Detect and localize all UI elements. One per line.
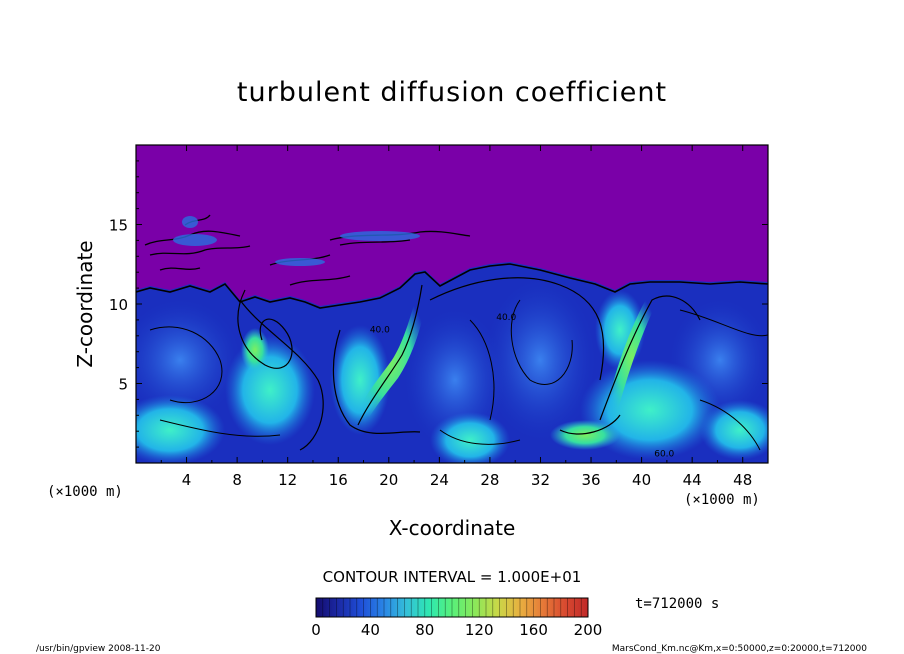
plume [136, 395, 225, 463]
plume [225, 335, 315, 445]
upper-filaments-fill [173, 216, 420, 266]
colorbar-tick-label: 120 [465, 621, 494, 639]
contour-label: 60.0 [654, 450, 674, 460]
x-axis-label: X-coordinate [389, 516, 516, 540]
plume [430, 412, 510, 463]
colorbar-tick-label: 80 [415, 621, 434, 639]
footer-right: MarsCond_Km.nc@Km,x=0:50000,z=0:20000,t=… [612, 644, 867, 654]
x-tick-label: 36 [581, 471, 600, 489]
colorbar-tick-label: 200 [574, 621, 603, 639]
x-tick-label: 28 [480, 471, 499, 489]
colorbar-contour-stripes [322, 598, 582, 617]
heatmap-field: 40.0 40.0 60.0 [136, 214, 768, 463]
colorbar-ticks: 0 40 80 120 160 200 [311, 621, 602, 639]
footer-left: /usr/bin/gpview 2008-11-20 [36, 644, 161, 654]
contour-lines [136, 263, 768, 451]
time-label: t=712000 s [635, 596, 719, 612]
plume [136, 300, 240, 420]
y-axis-label: Z-coordinate [73, 240, 97, 367]
x-tick-label: 12 [278, 471, 297, 489]
x-axis-unit-left: (×1000 m) [47, 484, 123, 500]
x-tick-label: 8 [232, 471, 242, 489]
x-tick-label: 20 [379, 471, 398, 489]
y-axis-ticks: 5 10 15 [109, 160, 768, 448]
x-tick-label: 32 [531, 471, 550, 489]
x-tick-label: 40 [632, 471, 651, 489]
plume [700, 400, 768, 460]
x-tick-label: 24 [430, 471, 449, 489]
colorbar-tick-label: 0 [311, 621, 321, 639]
colorbar-tick-label: 160 [519, 621, 548, 639]
plume [485, 280, 595, 440]
contour-label: 40.0 [496, 313, 516, 323]
x-axis-unit-right: (×1000 m) [684, 492, 760, 508]
x-axis-ticks: 4 8 12 16 20 24 28 32 36 40 44 48 [160, 145, 752, 489]
chart-title: turbulent diffusion coefficient [237, 77, 667, 108]
colorbar: 0 40 80 120 160 200 [311, 597, 602, 639]
green-filament [604, 292, 660, 425]
y-tick-label: 5 [118, 376, 128, 394]
plot-area: 40.0 40.0 60.0 [135, 144, 769, 464]
y-tick-label: 10 [109, 296, 128, 314]
plume [550, 420, 620, 450]
y-tick-label: 15 [109, 217, 128, 235]
x-tick-label: 48 [733, 471, 752, 489]
green-filament [352, 290, 428, 430]
x-tick-label: 16 [329, 471, 348, 489]
colorbar-tick-label: 40 [361, 621, 380, 639]
contour-label: 40.0 [370, 326, 390, 336]
x-tick-label: 4 [182, 471, 192, 489]
contour-interval-text: CONTOUR INTERVAL = 1.000E+01 [323, 568, 582, 586]
x-tick-label: 44 [683, 471, 702, 489]
